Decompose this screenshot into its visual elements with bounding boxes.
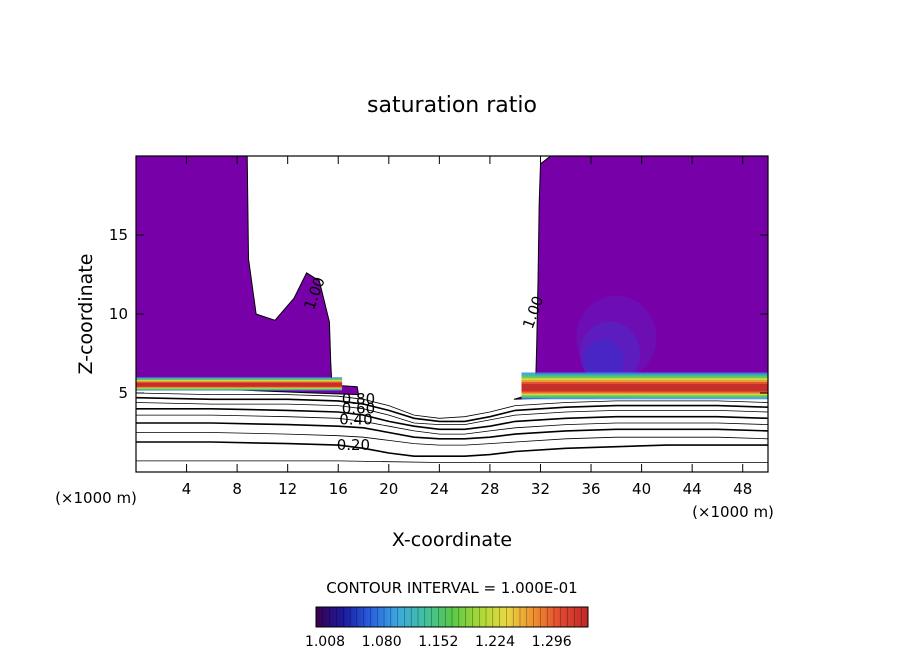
contour-label: 0.60 <box>342 400 375 418</box>
y-axis-label: Z-coordinate <box>75 254 97 375</box>
colorbar-label: 1.152 <box>418 634 458 650</box>
x-tick-label: 12 <box>278 480 297 498</box>
x-tick-label: 4 <box>182 480 192 498</box>
contour-lines <box>136 392 768 463</box>
colorbar-label: 1.296 <box>532 634 572 650</box>
x-axis-label: X-coordinate <box>392 529 512 551</box>
x-tick-label: 24 <box>430 480 449 498</box>
contour-label: 0.20 <box>337 436 370 454</box>
contour-label: 0.80 <box>342 390 375 408</box>
plot-area: 1.001.000.800.600.400.20 <box>136 156 768 463</box>
contour-line <box>136 422 768 440</box>
high-value-bands <box>136 372 768 400</box>
colorbar-ticks <box>315 607 589 627</box>
x-tick-label: 16 <box>329 480 348 498</box>
contour-interval-text: CONTOUR INTERVAL = 1.000E-01 <box>326 579 577 597</box>
x-tick-label: 32 <box>531 480 550 498</box>
x-tick-label: 20 <box>379 480 398 498</box>
x-tick-label: 44 <box>683 480 702 498</box>
x-unit-left: (×1000 m) <box>55 489 137 507</box>
contour-line <box>136 460 768 463</box>
x-axis-ticks: 4 8 12 16 20 24 28 32 36 40 44 48 <box>182 156 752 498</box>
contour-line <box>136 414 768 435</box>
band-layer <box>521 383 768 392</box>
x-tick-label: 48 <box>733 480 752 498</box>
band-layer <box>136 382 343 387</box>
contour-line <box>136 407 768 431</box>
contour-label: 0.40 <box>339 411 372 429</box>
inner-shade <box>583 339 624 384</box>
chart-title: saturation ratio <box>367 93 537 118</box>
contour-line <box>136 392 768 419</box>
x-tick-label: 8 <box>232 480 242 498</box>
y-tick-label: 10 <box>109 305 128 323</box>
x-tick-label: 36 <box>581 480 600 498</box>
colorbar-label: 1.224 <box>475 634 515 650</box>
x-tick-label: 28 <box>480 480 499 498</box>
colorbar-labels: 1.008 1.080 1.152 1.224 1.296 <box>305 634 572 650</box>
colorbar-label: 1.080 <box>362 634 402 650</box>
y-tick-label: 5 <box>118 384 128 402</box>
inner-shading <box>576 295 657 386</box>
contour-line <box>136 396 768 423</box>
x-unit-right: (×1000 m) <box>692 503 774 521</box>
contour-line <box>136 432 768 446</box>
x-tick-label: 40 <box>632 480 651 498</box>
supersaturated-region-left <box>136 156 360 396</box>
contour-line <box>136 402 768 426</box>
y-tick-label: 15 <box>109 226 128 244</box>
y-axis-ticks: 5 10 15 <box>109 226 768 402</box>
colorbar-label: 1.008 <box>305 634 345 650</box>
contour-line <box>136 441 768 458</box>
